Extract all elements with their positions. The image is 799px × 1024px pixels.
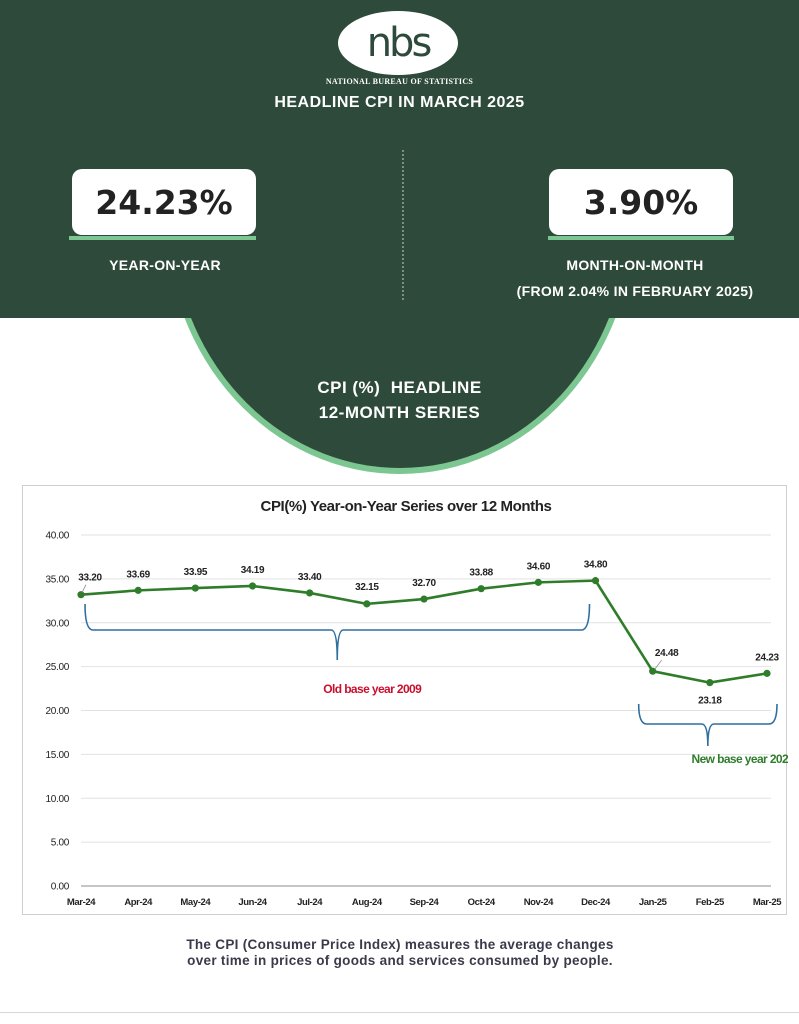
y-tick-label: 15.00 [45, 750, 69, 761]
data-label: 34.60 [527, 561, 551, 572]
bottom-rule [0, 1012, 799, 1013]
y-tick-label: 40.00 [45, 531, 69, 542]
page-title: HEADLINE CPI IN MARCH 2025 [274, 94, 525, 111]
y-tick-label: 0.00 [51, 882, 70, 893]
x-tick-label: Mar-25 [753, 897, 782, 908]
chart-frame: CPI(%) Year-on-Year Series over 12 Month… [22, 485, 796, 915]
data-point [134, 586, 142, 594]
y-tick-label: 30.00 [45, 618, 69, 629]
series-banner-line1: CPI (%) HEADLINE [317, 378, 482, 397]
x-tick-label: Apr-24 [124, 897, 153, 908]
data-label: 33.20 [78, 573, 102, 584]
data-label: 33.40 [298, 572, 322, 583]
x-tick-label: Mar-24 [67, 897, 96, 908]
data-point [534, 578, 542, 586]
nbs-logo: nbs [338, 11, 458, 75]
x-tick-label: Jan-25 [639, 897, 668, 908]
data-point [248, 582, 257, 590]
y-tick-label: 25.00 [45, 662, 69, 673]
cpi-definition-note: The CPI (Consumer Price Index) measures … [60, 937, 740, 969]
x-tick-label: Jul-24 [297, 897, 323, 908]
y-tick-label: 5.00 [51, 838, 70, 849]
yoy-label: YEAR-ON-YEAR [109, 257, 221, 273]
new-base-bracket [637, 703, 778, 747]
x-tick-label: Feb-25 [696, 897, 725, 908]
data-point [306, 589, 314, 597]
data-label: 34.19 [241, 565, 265, 576]
x-tick-label: May-24 [180, 897, 211, 908]
new-base-annotation: New base year 2024 [692, 752, 788, 766]
data-label: 33.95 [184, 567, 208, 578]
data-label: 32.70 [412, 578, 436, 589]
data-label: 33.69 [126, 569, 150, 580]
data-label: 23.18 [698, 696, 722, 707]
mom-sublabel: (FROM 2.04% IN FEBRUARY 2025) [516, 283, 754, 299]
y-tick-label: 20.00 [45, 706, 69, 717]
data-point [706, 678, 714, 687]
x-tick-label: Aug-24 [352, 897, 383, 908]
cpi-line-chart: CPI(%) Year-on-Year Series over 12 Month… [45, 498, 795, 908]
mom-underline [548, 236, 734, 240]
label-leader [654, 659, 662, 670]
data-point [591, 577, 600, 585]
data-label: 32.15 [355, 582, 379, 593]
logo-text: nbs [366, 20, 433, 66]
old-base-bracket [84, 603, 591, 661]
x-tick-label: Nov-24 [524, 897, 554, 908]
data-label: 33.88 [469, 568, 493, 579]
data-label: 24.48 [655, 648, 679, 659]
org-name: NATIONAL BUREAU OF STATISTICS [325, 77, 474, 86]
x-tick-label: Dec-24 [581, 897, 611, 908]
x-tick-label: Oct-24 [468, 897, 496, 908]
data-label: 34.80 [584, 560, 608, 571]
data-point [191, 584, 199, 592]
data-point [477, 585, 485, 593]
kpi-divider [402, 150, 404, 300]
note-line-2: over time in prices of goods and service… [187, 953, 613, 968]
data-point [77, 591, 85, 599]
data-point [363, 600, 371, 608]
old-base-annotation: Old base year 2009 [323, 682, 422, 696]
chart-title: CPI(%) Year-on-Year Series over 12 Month… [261, 498, 552, 515]
mom-value-box: 3.90% [549, 169, 733, 235]
yoy-underline [69, 236, 256, 240]
data-point [649, 667, 657, 675]
series-banner-line2: 12-MONTH SERIES [318, 403, 481, 422]
data-label: 24.23 [755, 652, 779, 663]
yoy-value-box: 24.23% [72, 169, 256, 235]
label-leader [81, 584, 87, 593]
y-tick-label: 10.00 [45, 794, 69, 805]
x-tick-label: Jun-24 [238, 897, 267, 908]
y-tick-label: 35.00 [45, 574, 69, 585]
data-point [420, 595, 428, 603]
data-point [763, 669, 771, 677]
x-tick-label: Sep-24 [410, 897, 440, 908]
mom-label: MONTH-ON-MONTH [566, 257, 704, 273]
note-line-1: The CPI (Consumer Price Index) measures … [186, 937, 614, 952]
